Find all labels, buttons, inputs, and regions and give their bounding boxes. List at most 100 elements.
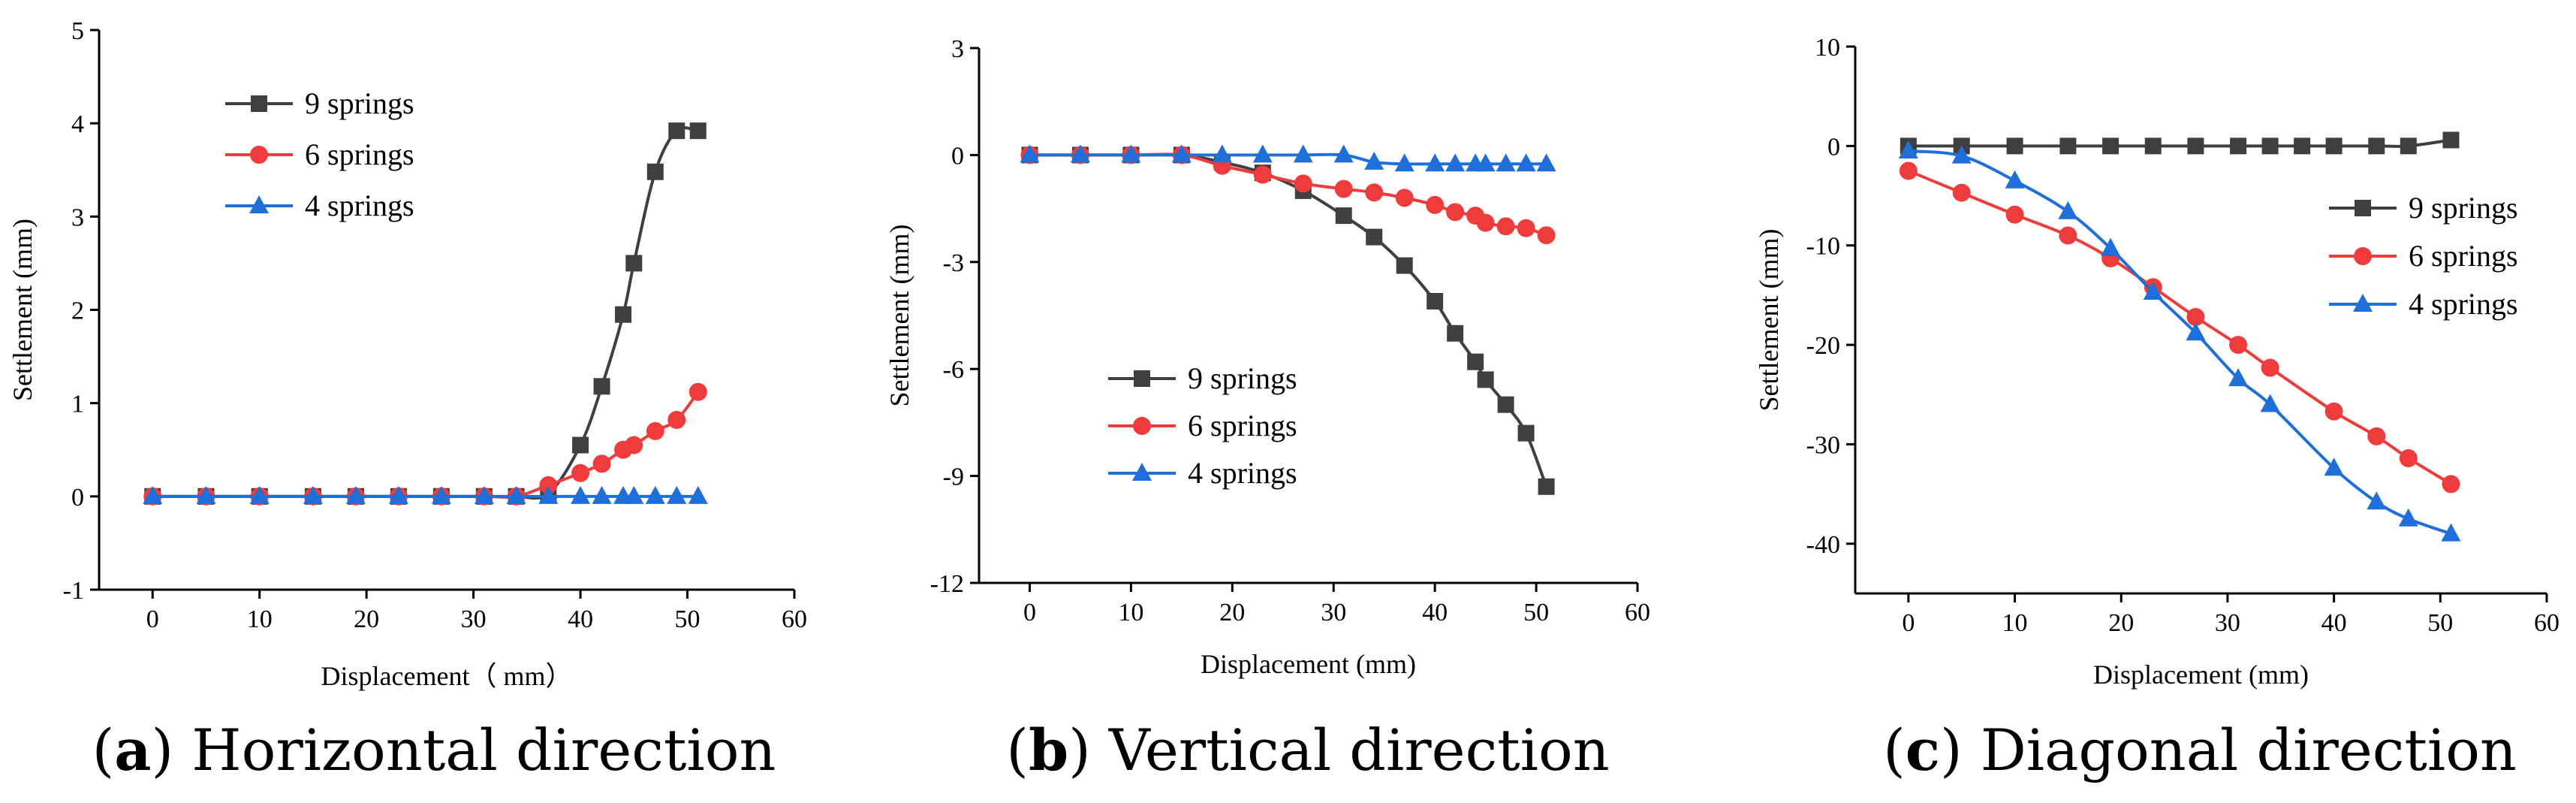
y-tick-label: 2 [71,297,84,325]
x-tick-label: 30 [2215,609,2240,637]
x-axis-label: Displacement（ mm） [321,661,573,691]
data-point [1445,153,1466,172]
data-point [668,122,685,140]
data-point [2400,137,2417,155]
data-point [1294,174,1312,193]
data-point [1333,144,1354,163]
y-tick-label: 0 [951,142,964,170]
data-point [1899,162,1918,180]
series-line [1029,152,1547,166]
data-point [2442,131,2460,149]
series-4-springs [1898,140,2461,542]
data-point [688,382,707,401]
legend-marker [2355,200,2371,216]
data-point [1335,207,1352,225]
data-point [2398,508,2418,527]
y-tick-label: -1 [63,577,84,605]
y-tick-label: 0 [71,484,84,512]
data-point [1334,180,1353,198]
x-tick-label: 20 [1219,599,1245,626]
legend-item: 9 springs [1108,361,1297,395]
data-point [2367,491,2387,510]
data-point [538,485,559,504]
legend-label: 6 springs [2409,239,2518,273]
data-point [1365,183,1384,202]
data-point [2441,523,2461,542]
data-point [1212,144,1232,163]
legend-item: 9 springs [2329,191,2518,225]
data-point [2059,137,2077,155]
caption-letter: b [1029,717,1068,783]
caption-close-paren: ) [1068,717,1091,783]
x-tick-label: 40 [1422,599,1448,626]
data-point [571,485,591,504]
legend-marker [1134,370,1150,387]
data-point [2187,137,2204,155]
caption-text: Diagonal direction [1963,717,2517,783]
data-point [2058,201,2078,219]
legend-item: 4 springs [1108,456,1297,490]
caption-text: Vertical direction [1091,717,1610,783]
data-point [2144,137,2162,155]
x-tick-label: 20 [2108,609,2134,637]
data-point [1020,144,1040,163]
legend-marker [1133,417,1151,435]
caption-letter: a [114,717,151,783]
data-point [1171,144,1192,163]
x-tick-label: 10 [1118,599,1143,626]
legend-item: 4 springs [225,189,414,222]
data-point [2102,137,2120,155]
x-axis-label: Displacement (mm) [2093,660,2309,690]
panel-caption: (c) Diagonal direction [1883,717,2517,783]
x-tick-label: 50 [2427,609,2453,637]
data-point [2143,281,2163,300]
y-axis-label: Settlement (mm) [1754,229,1784,412]
data-point [1536,153,1556,172]
data-point [1496,217,1515,236]
x-tick-label: 0 [1902,609,1915,637]
data-point [1447,325,1464,342]
data-point [572,436,589,454]
data-point [1477,371,1494,388]
data-point [2399,448,2418,467]
data-point [688,485,708,504]
y-tick-label: -10 [1806,233,1840,261]
data-point [667,485,687,504]
data-point [2442,475,2460,494]
caption-letter: c [1906,717,1940,783]
data-point [506,485,526,504]
data-point [624,485,644,504]
x-axis-label: Displacement (mm) [1201,649,1416,679]
y-tick-label: 0 [1827,133,1840,161]
legend-label: 4 springs [305,189,414,222]
data-point [1898,140,1918,158]
legend-item: 4 springs [2329,287,2518,321]
x-tick-label: 10 [2002,609,2028,637]
y-tick-label: 1 [71,391,84,418]
data-point [1497,396,1514,413]
y-axis-label: Settlement (mm) [8,219,38,401]
legend-label: 9 springs [1188,361,1297,395]
data-point [1952,183,1971,202]
y-tick-label: -12 [930,570,964,598]
legend-label: 6 springs [305,137,414,171]
legend-marker [2353,294,2373,312]
panel-caption: (b) Vertical direction [1006,717,1609,783]
legend-item: 6 springs [225,137,414,171]
data-point [625,436,643,454]
panel-caption: (a) Horizontal direction [92,717,776,783]
data-point [1467,353,1484,370]
data-point [2186,308,2205,327]
caption-open-paren: ( [1006,717,1029,783]
x-tick-label: 0 [146,605,159,633]
x-tick-label: 40 [2321,609,2347,637]
data-point [196,485,216,504]
data-point [625,255,643,272]
data-point [2005,205,2024,224]
data-point [345,485,366,504]
x-tick-label: 30 [1321,599,1346,626]
y-tick-label: -20 [1806,332,1840,360]
data-point [2324,402,2343,421]
data-point [1537,226,1556,245]
